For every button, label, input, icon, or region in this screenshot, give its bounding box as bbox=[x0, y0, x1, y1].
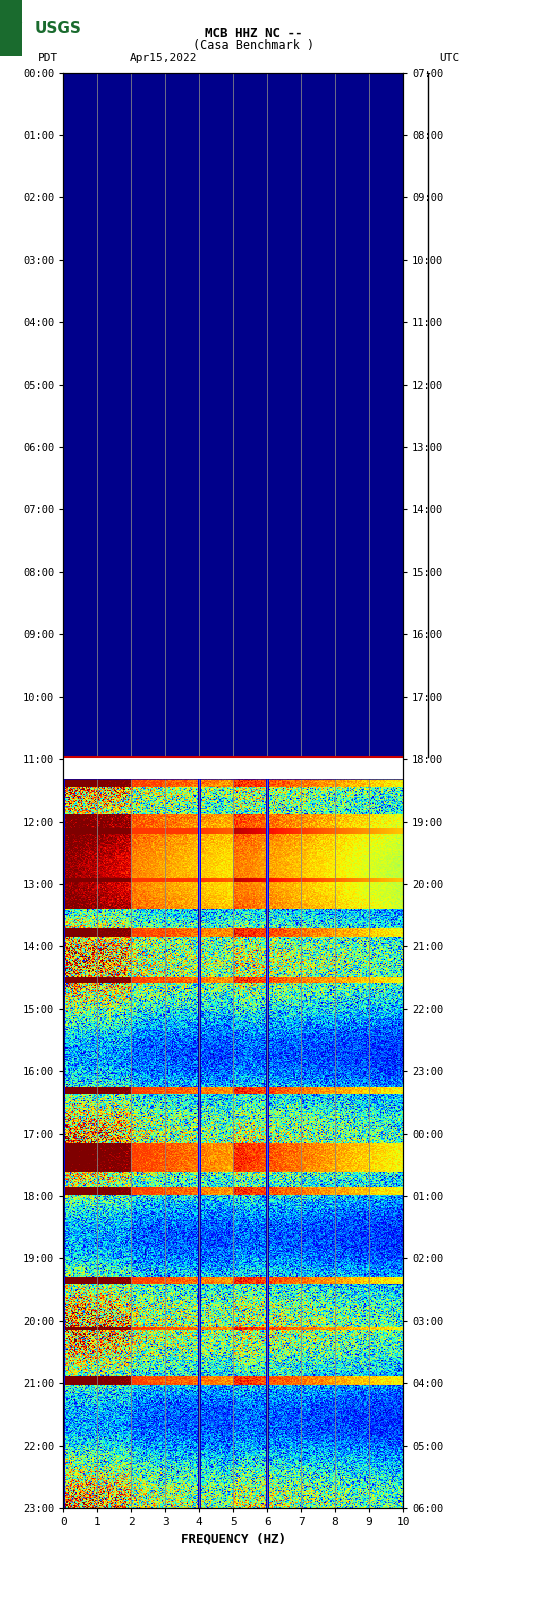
Text: UTC: UTC bbox=[439, 53, 459, 63]
Polygon shape bbox=[0, 0, 22, 56]
Bar bbox=[63, 758, 403, 779]
Text: (Casa Benchmark ): (Casa Benchmark ) bbox=[193, 39, 315, 52]
X-axis label: FREQUENCY (HZ): FREQUENCY (HZ) bbox=[181, 1532, 286, 1545]
Text: MCB HHZ NC --: MCB HHZ NC -- bbox=[205, 27, 302, 40]
Bar bbox=[408, 795, 519, 818]
Text: PDT: PDT bbox=[38, 53, 58, 63]
Polygon shape bbox=[0, 23, 22, 48]
Text: Apr15,2022: Apr15,2022 bbox=[130, 53, 197, 63]
Text: USGS: USGS bbox=[35, 21, 82, 35]
